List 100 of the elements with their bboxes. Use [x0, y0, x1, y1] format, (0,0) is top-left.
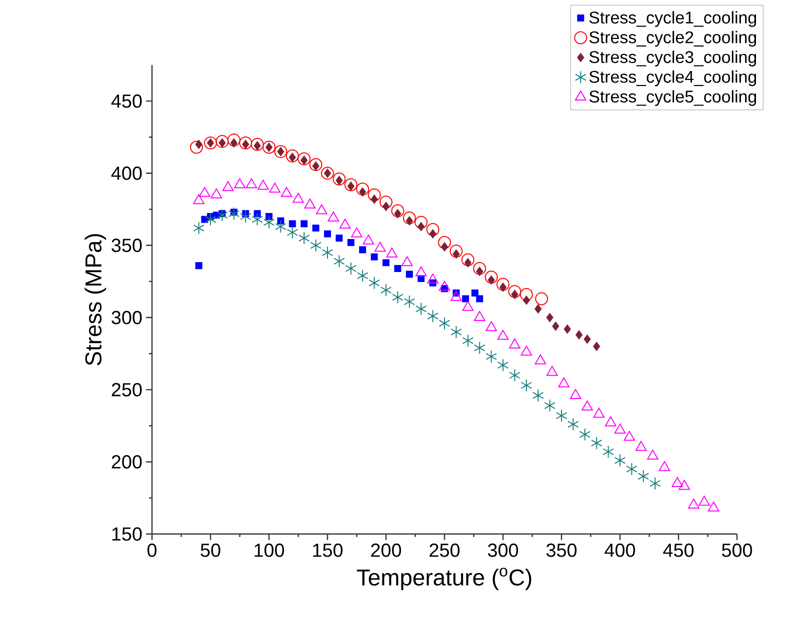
point — [250, 138, 264, 151]
point — [708, 502, 720, 512]
point — [484, 270, 498, 284]
point — [520, 346, 532, 356]
point — [698, 496, 710, 506]
point — [497, 358, 509, 372]
point — [280, 186, 292, 197]
y-tick-label: 250 — [112, 382, 142, 396]
point — [239, 136, 252, 150]
legend-label: Stress_cycle2_cooling — [589, 30, 756, 47]
point — [380, 196, 392, 209]
point — [257, 180, 269, 190]
point — [277, 217, 284, 224]
point — [570, 388, 582, 399]
point — [362, 234, 374, 245]
point — [286, 226, 298, 239]
point — [345, 262, 357, 275]
point — [474, 311, 486, 322]
point — [193, 194, 204, 204]
point — [356, 182, 370, 196]
point — [292, 192, 304, 203]
y-tick-label: 400 — [111, 166, 142, 180]
y-tick-label: 450 — [111, 94, 142, 108]
point — [582, 400, 593, 410]
point — [339, 218, 351, 229]
point — [190, 140, 203, 154]
point — [310, 238, 322, 252]
point — [626, 462, 638, 476]
point — [496, 278, 510, 291]
legend-label: Stress_cycle5_cooling — [589, 90, 756, 106]
point — [210, 188, 222, 198]
point — [336, 234, 343, 242]
point — [269, 182, 281, 193]
y-tick-label: 150 — [112, 527, 142, 541]
point — [471, 290, 478, 296]
point — [556, 409, 568, 422]
x-tick-label: 250 — [430, 544, 460, 557]
x-tick-label: 350 — [546, 544, 577, 557]
x-tick-label: 0 — [147, 544, 157, 557]
point — [401, 256, 413, 266]
point — [344, 178, 358, 192]
point — [614, 454, 626, 467]
point — [450, 290, 462, 301]
point — [508, 285, 522, 298]
point — [564, 324, 571, 334]
point — [322, 246, 334, 260]
point — [216, 208, 228, 222]
point — [544, 399, 556, 412]
point — [246, 178, 258, 188]
point — [462, 334, 474, 348]
x-tick-label: 150 — [313, 544, 343, 557]
x-tick-label: 300 — [488, 544, 518, 557]
point — [351, 227, 362, 238]
point — [240, 210, 252, 223]
point — [334, 254, 345, 268]
point — [438, 236, 451, 249]
legend-label: Stress_cycle1_cooling — [589, 11, 756, 27]
point — [638, 470, 650, 483]
point — [391, 204, 404, 218]
point — [382, 259, 390, 266]
point — [509, 368, 520, 382]
point — [568, 418, 579, 431]
x-tick-label: 500 — [722, 544, 752, 557]
y-tick-label: 300 — [112, 310, 142, 324]
point — [579, 428, 591, 441]
point — [312, 224, 320, 232]
point — [532, 388, 544, 402]
point — [222, 181, 234, 192]
point — [347, 239, 354, 246]
point — [324, 230, 331, 238]
point — [274, 145, 288, 158]
point — [450, 244, 463, 258]
point — [688, 498, 700, 509]
point — [426, 223, 440, 236]
point — [672, 477, 684, 487]
y-tick-label: 200 — [112, 455, 142, 469]
point — [262, 140, 276, 154]
point — [649, 477, 661, 490]
point — [552, 322, 560, 331]
point — [288, 220, 296, 228]
x-tick-label: 100 — [254, 544, 284, 557]
point — [450, 325, 462, 338]
point — [404, 295, 416, 308]
point — [658, 461, 670, 472]
point — [309, 158, 322, 172]
x-tick-label: 200 — [371, 544, 402, 557]
point — [624, 430, 636, 441]
point — [402, 211, 416, 224]
point — [614, 424, 626, 434]
point — [252, 212, 263, 226]
point — [195, 262, 202, 270]
point — [462, 300, 474, 311]
point — [474, 341, 486, 354]
point — [368, 188, 381, 202]
point — [534, 354, 546, 364]
legend-label: Stress_cycle4_cooling — [589, 70, 756, 86]
point — [678, 480, 690, 490]
point — [316, 204, 328, 214]
point — [415, 266, 427, 276]
point — [392, 290, 404, 304]
